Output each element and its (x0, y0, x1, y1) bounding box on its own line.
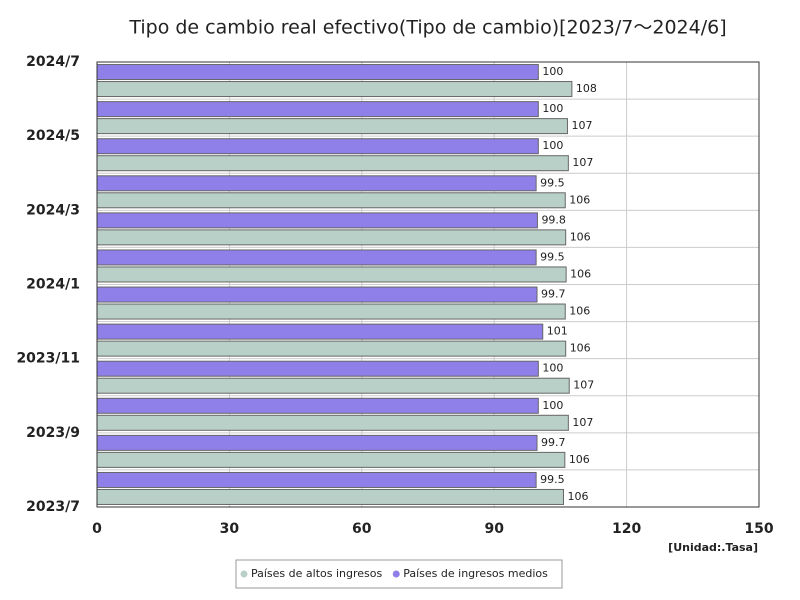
bar (96, 397, 539, 414)
x-tick-label: 120 (612, 521, 641, 537)
y-tick-label: 2024/5 (26, 128, 80, 144)
bar (96, 192, 566, 209)
legend-swatch (240, 570, 248, 578)
value-label: 101 (547, 325, 568, 338)
x-tick-label: 90 (484, 521, 504, 537)
x-tick-label: 0 (92, 521, 102, 537)
bar (96, 249, 537, 266)
value-label: 99.5 (540, 176, 565, 189)
legend-label: Países de altos ingresos (251, 567, 382, 580)
value-label: 100 (542, 65, 563, 78)
bar (96, 155, 569, 172)
bar (96, 286, 538, 303)
y-tick-label: 2024/1 (26, 277, 80, 293)
value-label: 106 (570, 267, 591, 280)
bar (96, 323, 544, 340)
bar (96, 118, 568, 135)
bar (96, 81, 573, 98)
bar (96, 303, 566, 320)
x-tick-label: 30 (220, 521, 240, 537)
value-label: 107 (571, 119, 592, 132)
y-tick-label: 2023/9 (26, 425, 80, 441)
bar (96, 414, 569, 431)
value-label: 99.5 (540, 473, 565, 486)
value-label: 107 (572, 416, 593, 429)
x-tick-label: 150 (744, 521, 773, 537)
bar (96, 266, 567, 283)
bar (96, 488, 564, 505)
value-label: 99.5 (540, 250, 565, 263)
bar (96, 229, 567, 246)
plot-border (96, 61, 760, 508)
value-label: 99.7 (541, 436, 566, 449)
bar (96, 101, 539, 118)
legend-label: Países de ingresos medios (403, 567, 548, 580)
value-label: 106 (570, 342, 591, 355)
unit-label: [Unidad:.Tasa] (668, 541, 758, 554)
value-label: 106 (570, 230, 591, 243)
value-label: 106 (567, 490, 588, 503)
bar (96, 360, 539, 377)
y-tick-label: 2024/7 (26, 54, 80, 70)
value-label: 106 (569, 193, 590, 206)
y-tick-label: 2023/11 (16, 351, 80, 367)
bar (96, 138, 539, 155)
legend-swatch (392, 570, 400, 578)
value-label: 100 (542, 139, 563, 152)
value-label: 100 (542, 399, 563, 412)
bar (96, 471, 537, 488)
value-label: 99.7 (541, 288, 566, 301)
value-label: 107 (573, 379, 594, 392)
value-label: 100 (542, 362, 563, 375)
value-label: 99.8 (541, 213, 566, 226)
bar (96, 451, 566, 468)
x-tick-label: 60 (352, 521, 372, 537)
value-label: 106 (569, 305, 590, 318)
value-label: 107 (572, 156, 593, 169)
y-tick-label: 2024/3 (26, 202, 80, 218)
bar (96, 212, 538, 229)
bar (96, 434, 538, 451)
bar (96, 64, 539, 81)
value-label: 108 (576, 82, 597, 95)
bar (96, 377, 570, 394)
y-tick-label: 2023/7 (26, 499, 80, 515)
bar (96, 340, 567, 357)
value-label: 100 (542, 102, 563, 115)
bar (96, 175, 537, 192)
value-label: 106 (569, 453, 590, 466)
chart-title: Tipo de cambio real efectivo(Tipo de cam… (128, 17, 726, 39)
